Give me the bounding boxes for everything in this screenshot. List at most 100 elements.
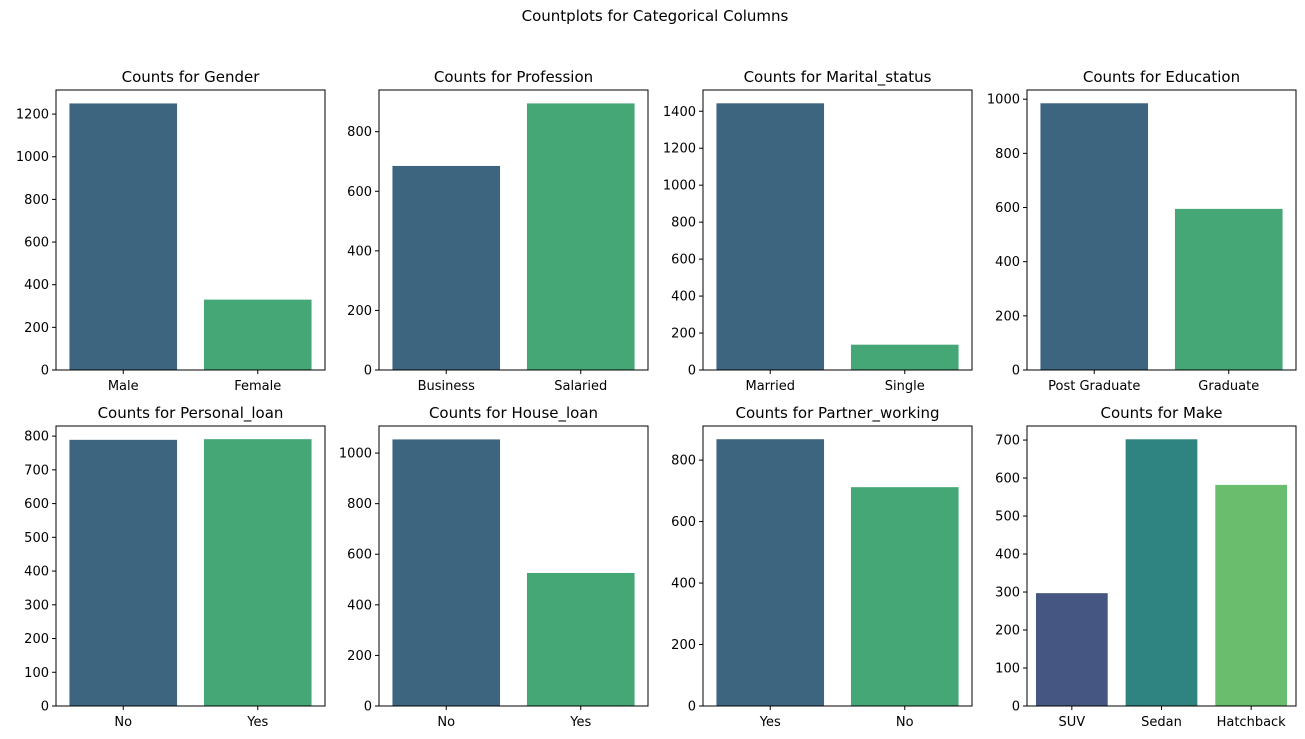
y-tick-label: 600	[995, 472, 1020, 487]
subplot-title: Counts for House_loan	[429, 404, 598, 423]
bar	[69, 103, 178, 371]
y-tick-label: 200	[995, 624, 1020, 639]
x-tick-label: Sedan	[1141, 715, 1182, 730]
y-tick-label: 600	[995, 201, 1020, 216]
x-tick-label: Single	[885, 379, 925, 394]
x-tick-label: Female	[234, 379, 281, 394]
y-tick-label: 0	[41, 700, 49, 715]
x-tick-label: No	[114, 715, 132, 730]
y-tick-label: 1200	[663, 142, 696, 157]
bar	[69, 439, 178, 706]
y-tick-label: 1200	[16, 108, 49, 123]
subplot-title: Counts for Education	[1083, 68, 1240, 86]
y-tick-label: 500	[24, 531, 49, 546]
subplot-title: Counts for Personal_loan	[98, 404, 284, 423]
y-tick-label: 400	[24, 278, 49, 293]
bar	[203, 439, 312, 706]
y-tick-label: 200	[671, 327, 696, 342]
subplot-title: Counts for Partner_working	[735, 404, 939, 423]
x-tick-label: Post Graduate	[1048, 379, 1140, 394]
y-tick-label: 200	[671, 638, 696, 653]
y-tick-label: 400	[995, 255, 1020, 270]
y-tick-label: 0	[364, 364, 372, 379]
y-tick-label: 0	[688, 364, 696, 379]
y-tick-label: 200	[347, 649, 372, 664]
bar	[850, 487, 959, 706]
axes-frame	[55, 89, 326, 371]
x-tick-label: SUV	[1058, 715, 1085, 730]
y-tick-label: 600	[24, 497, 49, 512]
y-tick-label: 300	[995, 586, 1020, 601]
y-tick-label: 600	[671, 515, 696, 530]
bar	[526, 103, 635, 370]
subplot: 0 200 400 600 800 1000 No Yes Counts for House_l…	[339, 404, 649, 730]
axes-frame	[378, 89, 649, 371]
y-tick-label: 1000	[663, 179, 696, 194]
axes-frame	[1026, 89, 1297, 371]
y-tick-label: 800	[347, 125, 372, 140]
y-tick-label: 400	[671, 577, 696, 592]
subplot-title: Counts for Make	[1100, 404, 1222, 422]
y-tick-label: 0	[1012, 700, 1020, 715]
y-tick-label: 1000	[339, 447, 372, 462]
y-tick-label: 400	[347, 244, 372, 259]
bar	[392, 439, 501, 706]
axes-frame	[55, 425, 326, 707]
y-tick-label: 0	[688, 700, 696, 715]
y-tick-label: 800	[671, 454, 696, 469]
x-tick-label: No	[896, 715, 914, 730]
subplot: 0 100 200 300 400 500 600 700 SUV Sedan Hatchback C…	[995, 404, 1297, 730]
y-tick-label: 1000	[16, 150, 49, 165]
figure-title: Countplots for Categorical Columns	[522, 7, 789, 25]
x-tick-label: Hatchback	[1217, 715, 1287, 730]
axes-frame	[378, 425, 649, 707]
subplot: 0 200 400 600 800 1000 1200 Male Female Counts fo…	[16, 68, 326, 394]
y-tick-label: 0	[1012, 364, 1020, 379]
y-tick-label: 200	[24, 632, 49, 647]
bar	[1040, 103, 1149, 370]
bar	[850, 344, 959, 370]
y-tick-label: 200	[347, 304, 372, 319]
x-tick-label: Married	[745, 379, 795, 394]
bar	[392, 165, 501, 370]
bar	[716, 439, 825, 706]
bar	[1174, 208, 1283, 370]
y-tick-label: 600	[347, 185, 372, 200]
y-tick-label: 800	[24, 430, 49, 445]
x-tick-label: Male	[108, 379, 139, 394]
bar	[1035, 593, 1108, 706]
y-tick-label: 1000	[987, 93, 1020, 108]
bar	[1215, 484, 1288, 706]
x-tick-label: Yes	[569, 715, 591, 730]
y-tick-label: 600	[671, 253, 696, 268]
y-tick-label: 100	[995, 662, 1020, 677]
subplot: 0 200 400 600 800 Yes No Counts for Partner_wor…	[671, 404, 973, 730]
x-tick-label: Business	[418, 379, 476, 394]
subplot: 0 200 400 600 800 1000 1200 1400 Married Single Co…	[663, 68, 973, 394]
subplot-title: Counts for Marital_status	[744, 68, 932, 87]
x-tick-label: Graduate	[1198, 379, 1259, 394]
x-tick-label: Salaried	[554, 379, 607, 394]
y-tick-label: 800	[995, 147, 1020, 162]
subplot-title: Counts for Profession	[434, 68, 593, 86]
y-tick-label: 700	[995, 434, 1020, 449]
y-tick-label: 400	[347, 598, 372, 613]
bar	[716, 103, 825, 370]
y-tick-label: 600	[347, 548, 372, 563]
subplot: 0 200 400 600 800 1000 Post Graduate Graduate Co…	[987, 68, 1297, 394]
y-tick-label: 800	[671, 216, 696, 231]
x-tick-label: Yes	[759, 715, 781, 730]
y-tick-label: 800	[347, 497, 372, 512]
subplot-title: Counts for Gender	[122, 68, 261, 86]
axes-frame	[702, 425, 973, 707]
x-tick-label: Yes	[246, 715, 268, 730]
bar	[1125, 439, 1198, 706]
y-tick-label: 500	[995, 510, 1020, 525]
x-tick-label: No	[437, 715, 455, 730]
y-tick-label: 1400	[663, 105, 696, 120]
y-tick-label: 400	[24, 565, 49, 580]
y-tick-label: 400	[995, 548, 1020, 563]
y-tick-label: 100	[24, 666, 49, 681]
